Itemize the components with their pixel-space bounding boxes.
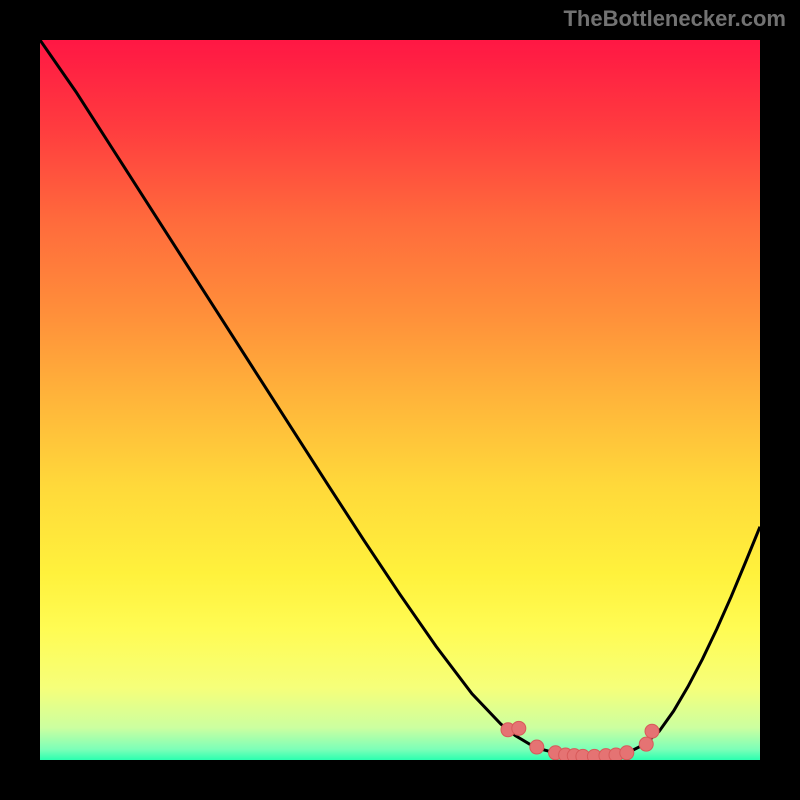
- curve-marker: [645, 724, 659, 738]
- plot-area: [40, 40, 760, 760]
- curve-marker: [512, 721, 526, 735]
- curve-marker: [530, 740, 544, 754]
- bottleneck-curve: [40, 40, 760, 756]
- curve-marker: [620, 746, 634, 760]
- attribution-text: TheBottlenecker.com: [563, 6, 786, 32]
- curve-layer: [40, 40, 760, 760]
- curve-marker: [639, 737, 653, 751]
